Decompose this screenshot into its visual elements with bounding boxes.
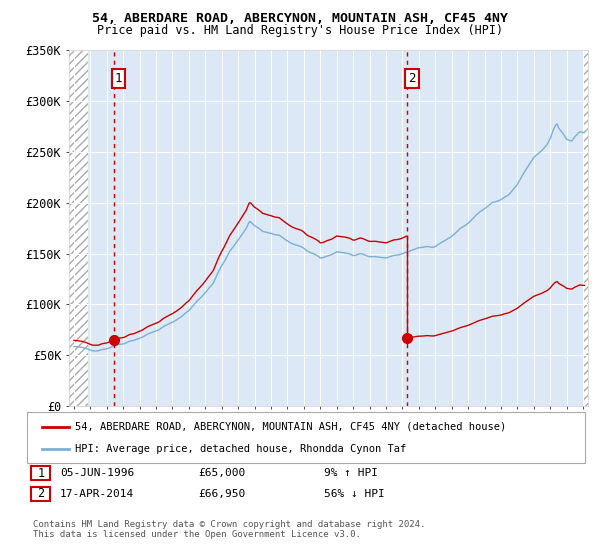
Text: 17-APR-2014: 17-APR-2014 [60,489,134,499]
Text: 56% ↓ HPI: 56% ↓ HPI [324,489,385,499]
Bar [69,0,88,406]
Text: 9% ↑ HPI: 9% ↑ HPI [324,468,378,478]
Text: 2: 2 [409,72,416,85]
Text: 2: 2 [37,487,44,501]
Text: £66,950: £66,950 [198,489,245,499]
Text: 1: 1 [37,466,44,480]
Text: 54, ABERDARE ROAD, ABERCYNON, MOUNTAIN ASH, CF45 4NY: 54, ABERDARE ROAD, ABERCYNON, MOUNTAIN A… [92,12,508,25]
Bar [583,0,599,406]
Text: Contains HM Land Registry data © Crown copyright and database right 2024.
This d: Contains HM Land Registry data © Crown c… [33,520,425,539]
Text: 05-JUN-1996: 05-JUN-1996 [60,468,134,478]
Text: 54, ABERDARE ROAD, ABERCYNON, MOUNTAIN ASH, CF45 4NY (detached house): 54, ABERDARE ROAD, ABERCYNON, MOUNTAIN A… [75,422,506,432]
Text: Price paid vs. HM Land Registry's House Price Index (HPI): Price paid vs. HM Land Registry's House … [97,24,503,37]
Text: 1: 1 [115,72,122,85]
Text: £65,000: £65,000 [198,468,245,478]
Text: HPI: Average price, detached house, Rhondda Cynon Taf: HPI: Average price, detached house, Rhon… [75,444,406,454]
